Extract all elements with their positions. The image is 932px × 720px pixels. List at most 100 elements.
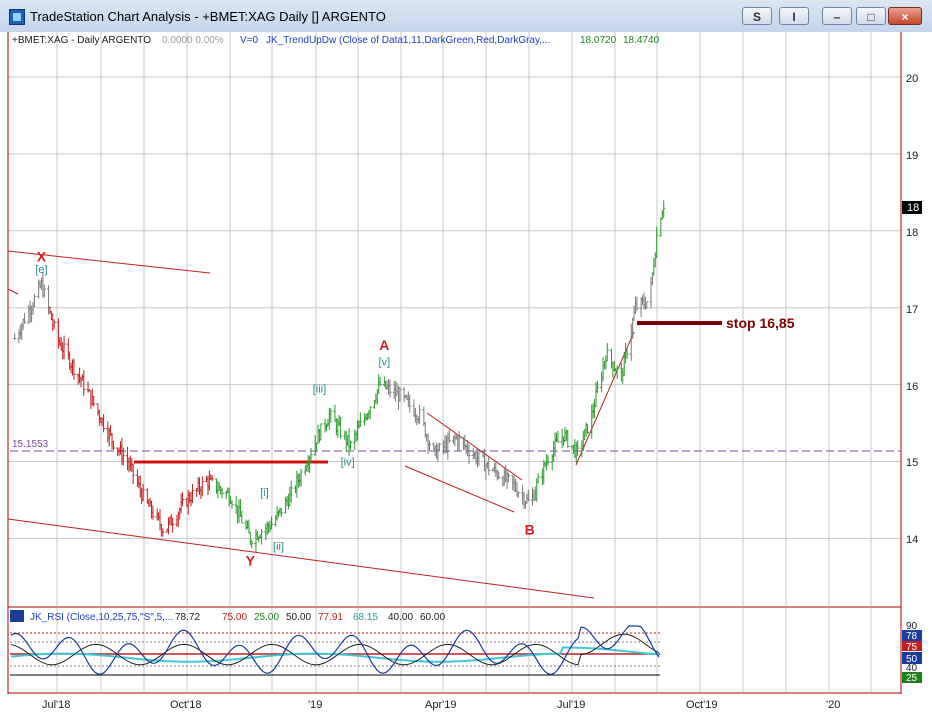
symbol-link-button[interactable]: S bbox=[742, 7, 772, 25]
price-bar bbox=[279, 507, 283, 517]
price-bar bbox=[200, 476, 204, 497]
price-bar bbox=[467, 444, 471, 465]
rsi-value: 78.72 bbox=[175, 612, 200, 623]
price-bar bbox=[92, 396, 96, 407]
price-bar bbox=[82, 370, 86, 396]
y-tick-label: 20 bbox=[906, 73, 918, 85]
y-axis: 20 19 18 17 16 15 14 bbox=[906, 73, 918, 546]
price-bar bbox=[121, 447, 125, 466]
price-bar bbox=[655, 226, 659, 259]
price-bar bbox=[42, 284, 46, 298]
x-tick-label: Oct'19 bbox=[686, 699, 717, 711]
x-tick-label: '19 bbox=[308, 699, 322, 711]
y-tick-label: 15 bbox=[906, 457, 918, 469]
price-bar bbox=[566, 429, 570, 448]
y-tick-label: 16 bbox=[906, 381, 918, 393]
volume-label: V=0 bbox=[240, 35, 259, 46]
rsi-value: 60.00 bbox=[420, 612, 445, 623]
price-bar bbox=[102, 414, 106, 433]
price-bar bbox=[329, 408, 333, 423]
price-bar bbox=[368, 406, 372, 419]
price-bar bbox=[161, 528, 165, 537]
price-bar bbox=[615, 365, 619, 379]
price-bar bbox=[662, 200, 666, 218]
last-price-label: 18 bbox=[907, 202, 919, 214]
price-bar bbox=[586, 424, 590, 434]
maximize-button[interactable]: □ bbox=[856, 7, 886, 25]
y-tick-label: 14 bbox=[906, 534, 918, 546]
rsi-value: 40.00 bbox=[388, 612, 413, 623]
x-tick-label: Jul'18 bbox=[42, 699, 70, 711]
wave-label: [iv] bbox=[341, 456, 355, 468]
price-bar bbox=[190, 483, 194, 504]
price-bar bbox=[230, 500, 234, 509]
stop-label: stop 16,85 bbox=[726, 315, 795, 331]
wave-label: [i] bbox=[260, 487, 269, 499]
x-tick-label: Jul'19 bbox=[557, 699, 585, 711]
price-bar bbox=[111, 440, 115, 450]
price-bar bbox=[487, 457, 491, 476]
wave-label: [ii] bbox=[273, 541, 284, 553]
price-bar bbox=[299, 468, 303, 487]
title-bar: TradeStation Chart Analysis - +BMET:XAG … bbox=[0, 0, 932, 33]
price-bar bbox=[605, 342, 609, 362]
price-bar bbox=[408, 394, 412, 413]
x-axis: Jul'18 Oct'18 '19 Apr'19 Jul'19 Oct'19 '… bbox=[42, 699, 840, 711]
price-bar bbox=[625, 348, 629, 359]
y-tick-label: 19 bbox=[906, 150, 918, 162]
price-bar bbox=[339, 417, 343, 439]
rsi-value: 25.00 bbox=[254, 612, 279, 623]
rsi-tick-label: 50 bbox=[906, 654, 918, 665]
price-bar bbox=[427, 440, 431, 452]
price-bar bbox=[62, 335, 66, 360]
x-tick-label: Apr'19 bbox=[425, 699, 456, 711]
price-bar bbox=[240, 510, 244, 524]
price-bar bbox=[595, 380, 599, 394]
rsi-tick-label: 40 bbox=[906, 663, 918, 674]
close-button[interactable]: × bbox=[888, 7, 922, 25]
minimize-button[interactable]: – bbox=[822, 7, 852, 25]
price-bar bbox=[210, 475, 214, 482]
y-tick-label: 17 bbox=[906, 304, 918, 316]
price-bar bbox=[309, 448, 313, 464]
price-bar bbox=[23, 313, 27, 324]
price-bar bbox=[546, 455, 550, 466]
wave-label: Y bbox=[246, 552, 256, 568]
rsi-value: 50.00 bbox=[286, 612, 311, 623]
price-bar bbox=[388, 379, 392, 398]
price-bar bbox=[319, 423, 323, 441]
price-bar bbox=[72, 358, 76, 380]
x-tick-label: Oct'18 bbox=[170, 699, 201, 711]
rsi-value: 68.15 bbox=[353, 612, 378, 623]
wave-label: [iii] bbox=[313, 383, 326, 395]
rsi-value-box bbox=[902, 630, 922, 641]
rsi-label: JK_RSI (Close,10,25,75,"S",5,... bbox=[30, 612, 173, 623]
rsi-lines bbox=[10, 625, 660, 676]
chart-grid bbox=[8, 32, 901, 606]
price-bar bbox=[141, 483, 145, 502]
x-tick-label: '20 bbox=[826, 699, 840, 711]
price-bar bbox=[398, 386, 402, 402]
rsi-value: 75.00 bbox=[222, 612, 247, 623]
wave-labels: X[e] Y [i] [ii] [iii] [iv] A [v] B bbox=[35, 249, 534, 569]
price-bar bbox=[477, 452, 481, 466]
wave-label: B bbox=[525, 522, 535, 538]
price-bar bbox=[181, 492, 185, 507]
price-bar bbox=[526, 489, 530, 502]
price-bar bbox=[151, 505, 155, 520]
window-title: TradeStation Chart Analysis - +BMET:XAG … bbox=[30, 9, 386, 24]
price-bar bbox=[289, 480, 293, 503]
rsi-grid bbox=[56, 608, 872, 692]
price-bar bbox=[576, 440, 580, 456]
price-bar bbox=[250, 539, 254, 549]
price-bar bbox=[418, 404, 422, 425]
price-chart[interactable]: +BMET:XAG - Daily ARGENTO 0.0000 0.00% V… bbox=[0, 32, 932, 720]
price-bar bbox=[497, 471, 501, 480]
price-bar bbox=[457, 430, 461, 452]
rsi-indicator-icon bbox=[10, 610, 24, 622]
indicator-label: JK_TrendUpDw (Close of Data1,11,DarkGree… bbox=[266, 35, 550, 46]
rsi-tick-label: 78 bbox=[906, 631, 918, 642]
interval-link-button[interactable]: I bbox=[779, 7, 809, 25]
rsi-signal-line bbox=[10, 646, 660, 663]
rsi-slow-line bbox=[10, 633, 660, 666]
